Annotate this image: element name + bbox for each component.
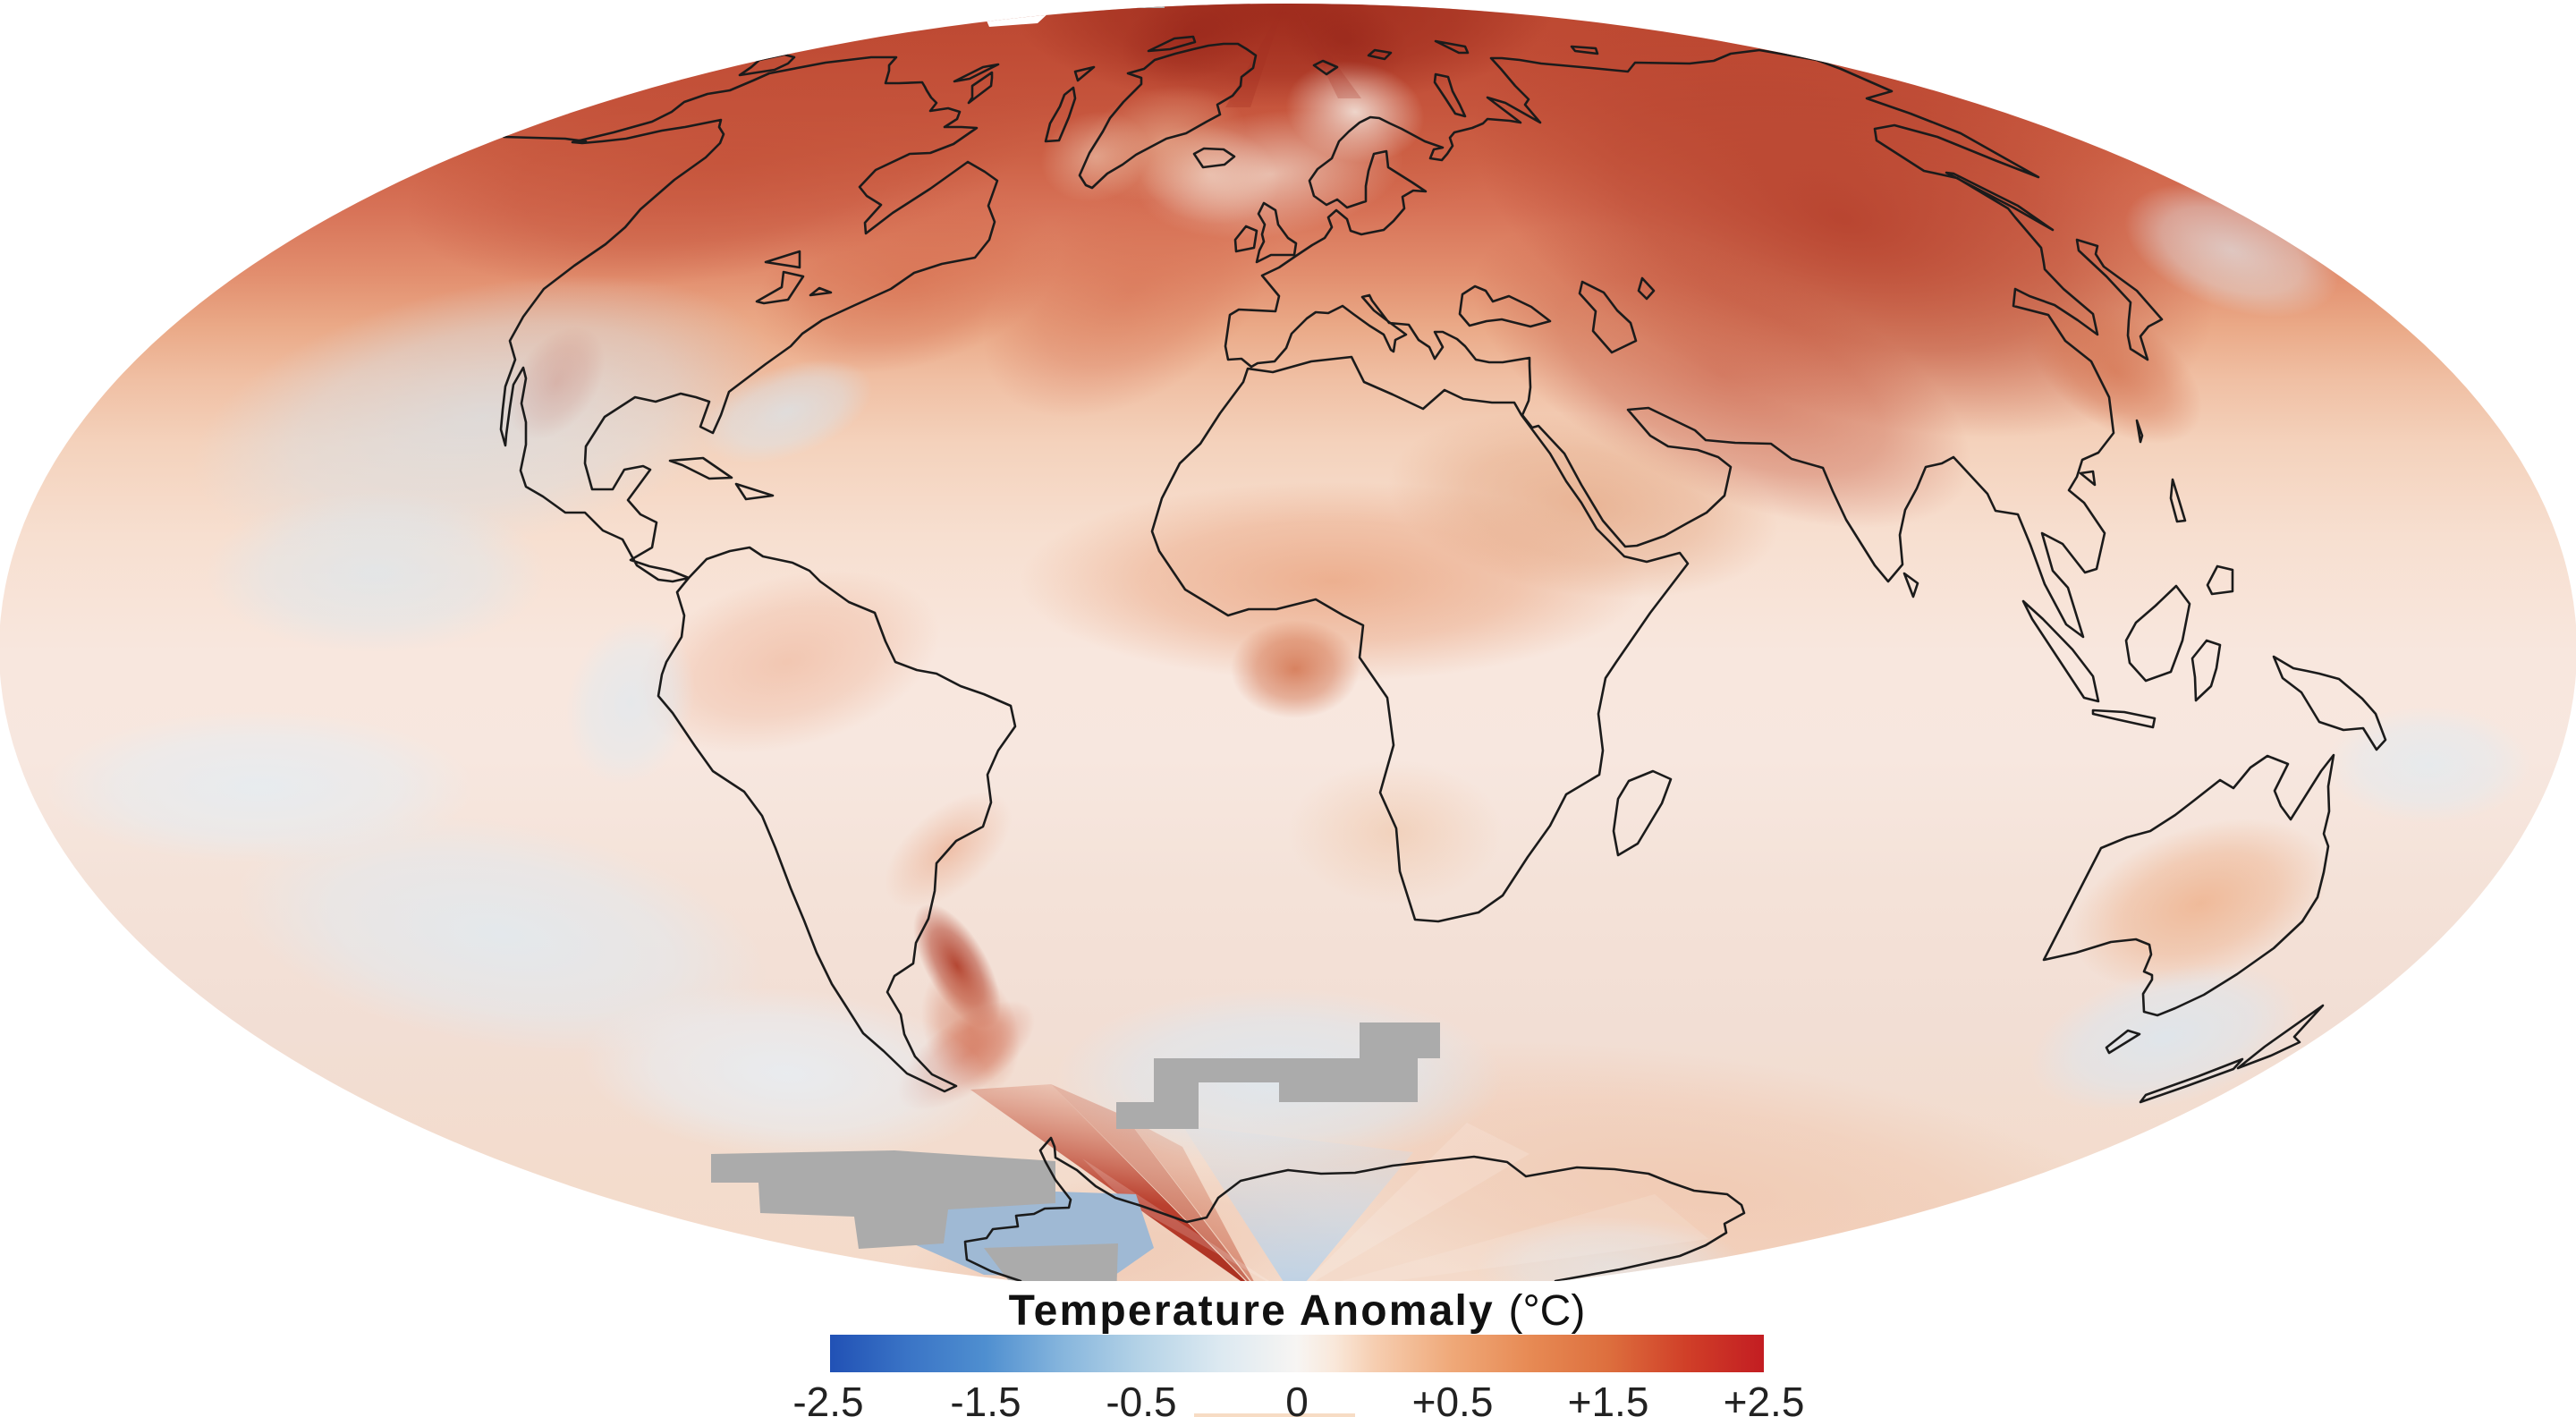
svg-text:+2.5: +2.5 bbox=[1724, 1379, 1805, 1417]
svg-text:-0.5: -0.5 bbox=[1106, 1379, 1176, 1417]
svg-text:Temperature Anomaly (°C): Temperature Anomaly (°C) bbox=[1009, 1287, 1586, 1335]
svg-text:+0.5: +0.5 bbox=[1412, 1379, 1494, 1417]
svg-text:-1.5: -1.5 bbox=[950, 1379, 1021, 1417]
svg-text:0: 0 bbox=[1285, 1379, 1309, 1417]
svg-text:-2.5: -2.5 bbox=[792, 1379, 863, 1417]
svg-text:+1.5: +1.5 bbox=[1568, 1379, 1649, 1417]
